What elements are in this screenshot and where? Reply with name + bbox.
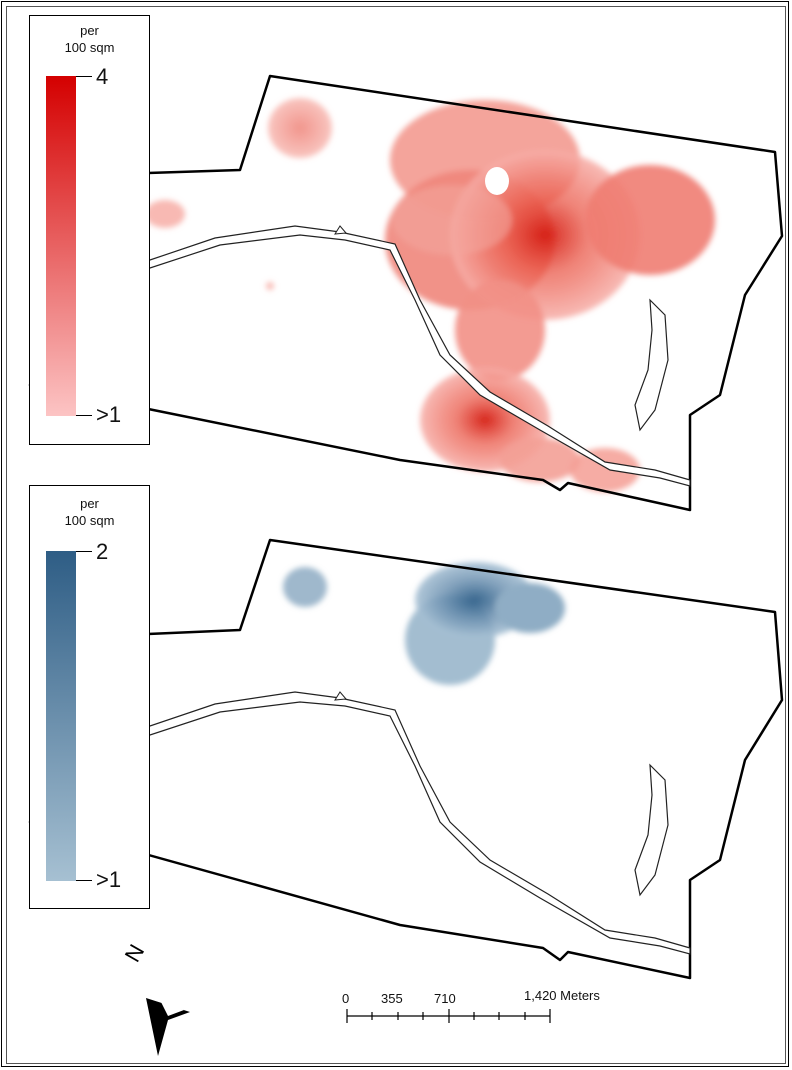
legend-top-unit-line2: 100 sqm — [30, 40, 149, 55]
scale-label-355: 355 — [381, 991, 403, 1006]
legend-bottom-max-label: 2 — [96, 541, 108, 563]
legend-bottom: per 100 sqm 2 >1 — [29, 485, 150, 909]
legend-top-max-tick — [76, 76, 92, 77]
legend-top-max-label: 4 — [96, 66, 108, 88]
legend-bottom-color-ramp — [46, 551, 76, 881]
bottom-density-surface — [283, 562, 565, 685]
scale-label-0: 0 — [342, 991, 349, 1006]
top-density-surface — [145, 98, 715, 492]
legend-bottom-min-tick — [76, 880, 92, 881]
north-arrow-label: N — [120, 940, 150, 966]
legend-bottom-unit-line1: per — [30, 496, 149, 511]
legend-top-unit-line1: per — [30, 23, 149, 38]
north-arrow-icon: N — [120, 940, 190, 1056]
legend-bottom-min-label: >1 — [96, 869, 121, 891]
scale-label-710: 710 — [434, 991, 456, 1006]
legend-bottom-unit-line2: 100 sqm — [30, 513, 149, 528]
legend-top-color-ramp — [46, 76, 76, 416]
legend-top: per 100 sqm 4 >1 — [29, 15, 150, 445]
scale-label-1420: 1,420 Meters — [524, 988, 600, 1003]
scale-bar — [347, 1009, 550, 1023]
legend-top-min-tick — [76, 415, 92, 416]
bottom-river-branch — [635, 765, 668, 895]
legend-bottom-max-tick — [76, 551, 92, 552]
top-river-islet — [335, 226, 346, 234]
bottom-river-islet — [335, 692, 346, 700]
legend-top-min-label: >1 — [96, 404, 121, 426]
bottom-river-channel — [85, 692, 690, 954]
top-river-branch — [635, 300, 668, 430]
